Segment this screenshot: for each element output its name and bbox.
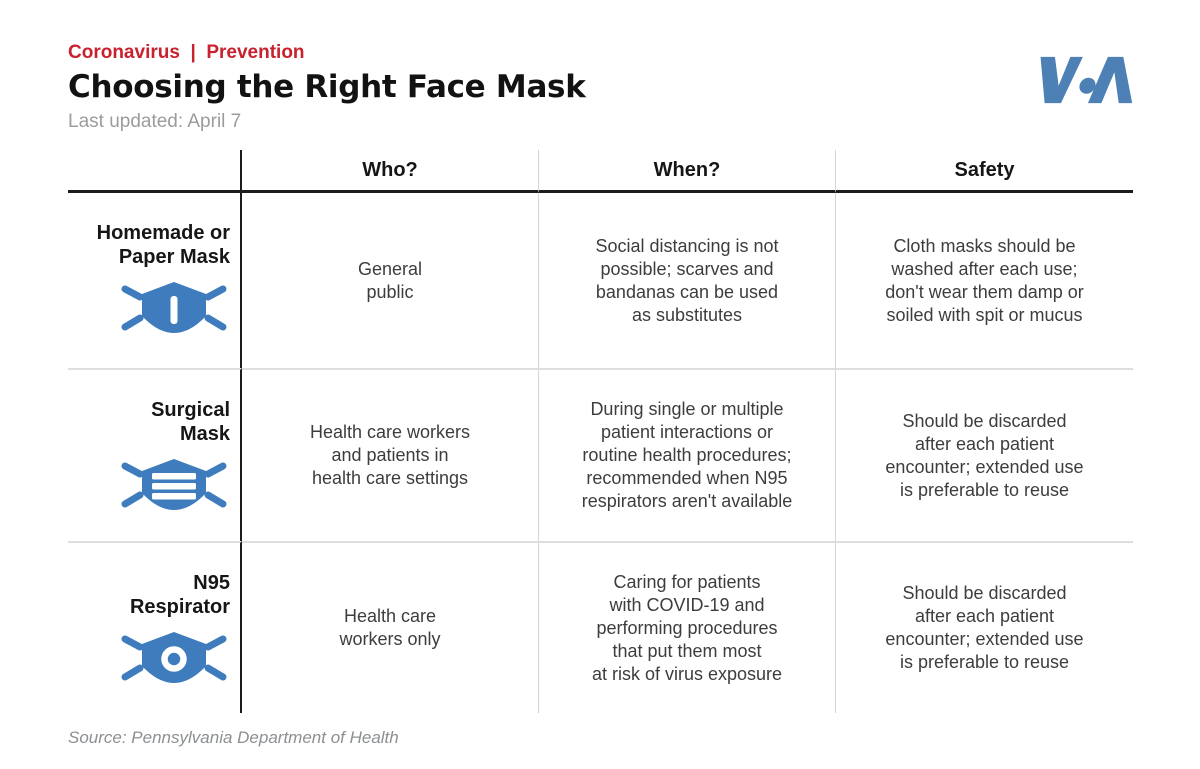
cell-homemade-safety: Cloth masks should be washed after each … <box>835 193 1133 368</box>
cell-surgical-when: During single or multiple patient intera… <box>538 368 835 541</box>
cell-n95-who: Health care workers only <box>242 541 538 713</box>
row-label: Homemade or Paper Mask <box>96 222 230 268</box>
cell-homemade-who: General public <box>357 258 423 302</box>
row-label: N95 Respirator <box>129 572 230 618</box>
n95-respirator-icon <box>121 632 227 683</box>
row-header-surgical: Surgical Mask <box>68 368 242 541</box>
mask-comparison-table: Who? When? Safety Homemade or Paper Mask… <box>68 150 1133 713</box>
column-header-when: When? <box>538 150 835 193</box>
cell-homemade-when: Social distancing is not possible; scarv… <box>538 193 835 368</box>
last-updated-text: Last updated: April 7 <box>68 111 242 132</box>
voa-logo-icon <box>1032 55 1134 105</box>
surgical-mask-icon <box>121 459 227 510</box>
homemade-mask-icon <box>121 282 227 333</box>
row-label: Surgical Mask <box>151 399 230 445</box>
source-attribution: Source: Pennsylvania Department of Healt… <box>68 728 399 747</box>
masthead: Coronavirus | Prevention Choosing the Ri… <box>68 42 586 134</box>
cell-n95-when: Caring for patients with COVID-19 and pe… <box>538 541 835 713</box>
cell-n95-safety: Should be discarded after each patient e… <box>835 541 1133 713</box>
row-header-n95: N95 Respirator <box>68 541 242 713</box>
cell-surgical-safety: Should be discarded after each patient e… <box>835 368 1133 541</box>
column-header-safety: Safety <box>835 150 1133 193</box>
page-title: Choosing the Right Face Mask <box>68 69 586 105</box>
row-header-homemade: Homemade or Paper Mask <box>68 193 242 368</box>
cell-surgical-who: Health care workers and patients in heal… <box>242 368 538 541</box>
category-breadcrumb: Coronavirus | Prevention <box>68 42 305 63</box>
corner-cell <box>68 150 242 193</box>
column-header-who: Who? <box>242 150 538 193</box>
